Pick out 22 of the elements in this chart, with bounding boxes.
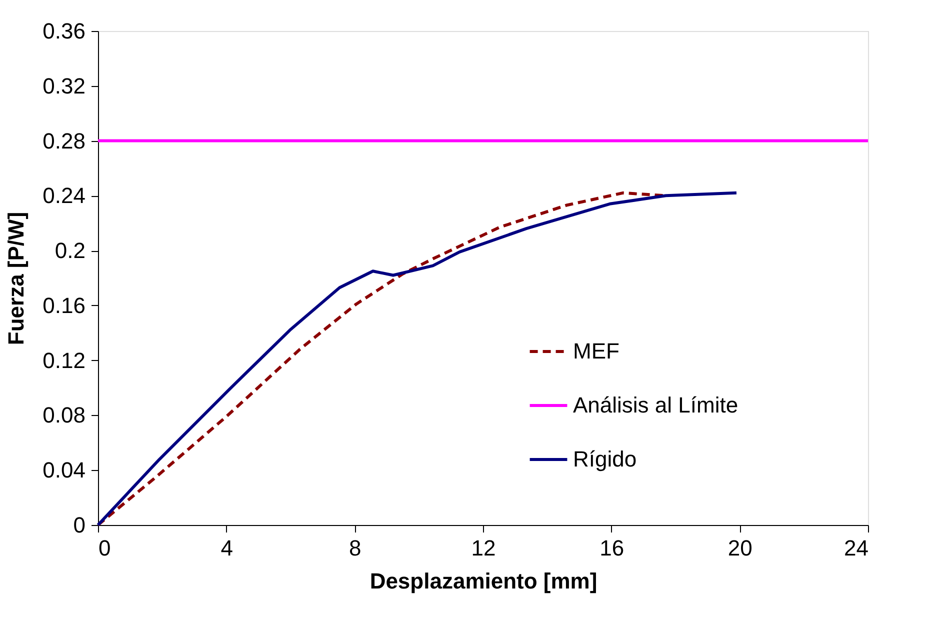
y-tick-label: 0.08 <box>42 402 86 428</box>
y-tick-label: 0.04 <box>42 458 86 483</box>
x-tick-label: 24 <box>844 536 868 560</box>
y-tick-label: 0 <box>73 512 86 538</box>
x-tick-label: 8 <box>349 536 362 560</box>
y-tick-label: 0.32 <box>42 73 86 98</box>
legend-label: MEF <box>573 338 620 364</box>
x-axis-title: Desplazamiento [mm] <box>370 568 598 594</box>
y-tick-label: 0.16 <box>42 292 86 318</box>
y-tick-label: 0.36 <box>42 18 86 44</box>
x-tick-label: 16 <box>600 536 624 560</box>
x-tick-label: 12 <box>471 536 496 560</box>
y-tick-label: 0.28 <box>42 128 86 154</box>
y-tick-label: 0.24 <box>42 183 86 208</box>
y-tick-label: 0.12 <box>42 348 86 373</box>
y-axis-title: Fuerza [P/W] <box>4 212 29 346</box>
legend-label: Análisis al Límite <box>573 392 738 418</box>
x-tick-label: 20 <box>728 536 752 560</box>
x-tick-label: 0 <box>98 536 111 560</box>
x-tick-label: 4 <box>220 536 233 560</box>
legend-label: Rígido <box>573 446 637 472</box>
y-tick-label: 0.2 <box>54 238 86 264</box>
